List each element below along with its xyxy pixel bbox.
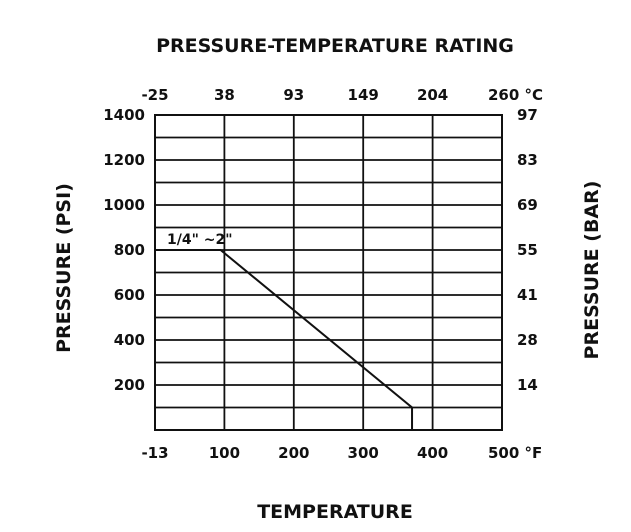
- y-tick-label-left: 1400: [103, 106, 145, 124]
- x-tick-label-top: 38: [214, 86, 235, 104]
- x-tick-label-bottom: 500 °F: [488, 444, 542, 462]
- y-tick-label-right: 41: [517, 286, 538, 304]
- y-axis-label-right: PRESSURE (BAR): [581, 181, 603, 360]
- y-tick-label-right: 55: [517, 241, 538, 259]
- data-point: [220, 249, 222, 251]
- x-tick-label-top: 93: [283, 86, 304, 104]
- series-line: [155, 249, 414, 430]
- plot-frame: [154, 114, 503, 431]
- y-tick-label-left: 600: [114, 286, 145, 304]
- data-point: [411, 429, 413, 431]
- y-tick-label-left: 800: [114, 241, 145, 259]
- x-tick-label-bottom: 400: [417, 444, 448, 462]
- y-tick-label-left: 1200: [103, 151, 145, 169]
- x-tick-label-top: 260 °C: [488, 86, 543, 104]
- x-tick-label-bottom: 100: [209, 444, 240, 462]
- series-label: 1/4" ~2": [167, 232, 233, 248]
- x-tick-label-bottom: -13: [141, 444, 168, 462]
- data-point: [154, 249, 156, 251]
- x-tick-label-top: 149: [348, 86, 379, 104]
- y-tick-label-left: 1000: [103, 196, 145, 214]
- x-tick-label-top: -25: [141, 86, 168, 104]
- chart-title: PRESSURE-TEMPERATURE RATING: [156, 35, 514, 57]
- y-tick-label-right: 69: [517, 196, 538, 214]
- y-axis-label-left: PRESSURE (PSI): [53, 183, 75, 353]
- data-point: [411, 406, 413, 409]
- tick-labels: -13 100 200 300 400 500 °F -25 38 93 149 204 260 °C…: [103, 86, 543, 462]
- y-tick-label-right: 97: [517, 106, 538, 124]
- x-axis-label: TEMPERATURE: [257, 501, 413, 523]
- y-tick-label-left: 200: [114, 376, 145, 394]
- x-tick-label-bottom: 300: [348, 444, 379, 462]
- y-tick-label-right: 83: [517, 151, 538, 169]
- grid-lines: [155, 115, 502, 430]
- series-group: 1/4" ~2": [154, 232, 414, 431]
- y-tick-label-right: 28: [517, 331, 538, 349]
- x-tick-label-top: 204: [417, 86, 448, 104]
- x-tick-label-bottom: 200: [278, 444, 309, 462]
- y-tick-label-left: 400: [114, 331, 145, 349]
- y-tick-label-right: 14: [517, 376, 538, 394]
